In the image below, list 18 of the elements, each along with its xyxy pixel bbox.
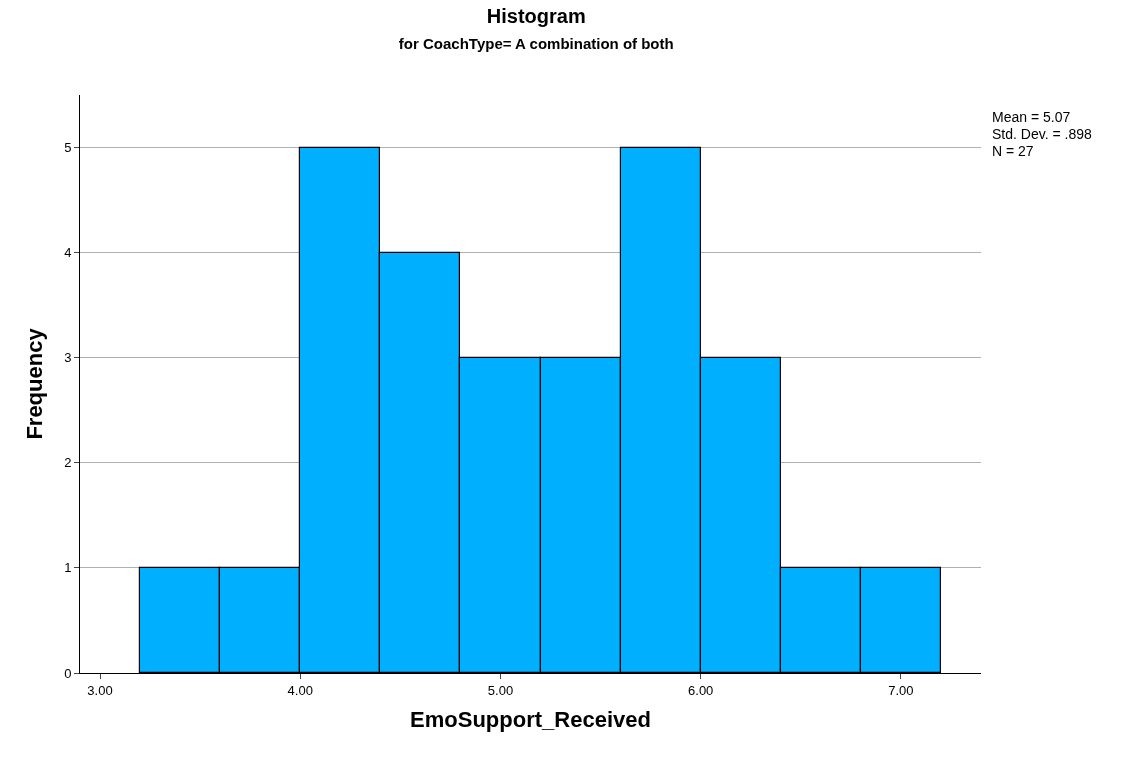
- x-tick-label: 5.00: [487, 682, 514, 698]
- y-tick-label: 0: [64, 665, 72, 681]
- y-tick-label: 3: [64, 350, 72, 366]
- x-tick-label: 7.00: [888, 682, 914, 698]
- y-tick-label: 1: [64, 560, 72, 576]
- chart-title: Histogram: [486, 4, 586, 27]
- y-tick-label: 2: [64, 455, 72, 471]
- text: N = 27: [992, 143, 1034, 159]
- text: Mean = 5.07: [992, 109, 1071, 125]
- x-tick-label: 3.00: [87, 682, 113, 698]
- text: Std. Dev. = .898: [992, 126, 1092, 142]
- x-tick-label: 4.00: [287, 682, 313, 698]
- chart-subtitle: for CoachType= A combination of both: [398, 34, 674, 52]
- y-axis-title: Frequency: [21, 327, 47, 440]
- x-tick-label: 6.00: [688, 682, 714, 698]
- y-tick-label: 5: [64, 140, 72, 156]
- y-tick-label: 4: [64, 245, 72, 261]
- x-axis-title: EmoSupport_Received: [410, 707, 651, 733]
